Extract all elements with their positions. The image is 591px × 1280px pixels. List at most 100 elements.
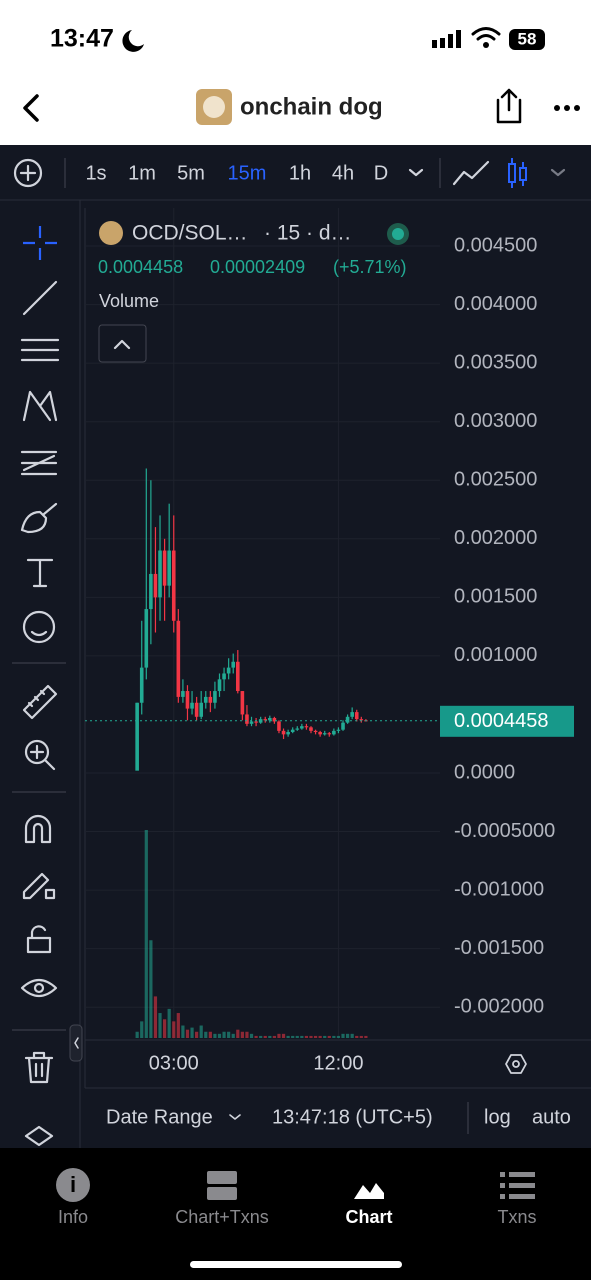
home-indicator: [190, 1261, 402, 1268]
candle-body: [190, 702, 194, 709]
interval-menu[interactable]: [408, 168, 424, 177]
chart-settings[interactable]: [505, 1054, 527, 1074]
volume-bar: [172, 1021, 176, 1038]
volume-bar: [272, 1035, 276, 1038]
zoom-tool[interactable]: [24, 739, 50, 765]
candle-body: [245, 714, 249, 724]
line-chart-button[interactable]: [452, 160, 490, 186]
y-tick-label: -0.0005000: [454, 820, 555, 842]
volume-bar: [208, 1031, 212, 1038]
interval-option[interactable]: 1s: [85, 162, 106, 184]
volume-bar: [254, 1035, 258, 1038]
interval-option[interactable]: 15m: [228, 162, 267, 184]
emoji-tool[interactable]: [22, 610, 56, 644]
brush-tool[interactable]: [20, 502, 58, 534]
tab-label[interactable]: Txns: [497, 1207, 536, 1227]
y-tick-label: -0.001000: [454, 878, 544, 900]
candle-body: [181, 691, 185, 697]
tab-label[interactable]: Chart+Txns: [175, 1207, 269, 1227]
candle-body: [359, 719, 364, 721]
candle-body: [286, 732, 290, 735]
collapse-legend-arrow: [113, 339, 131, 350]
back-button[interactable]: [23, 94, 39, 122]
collapse-arrow: [74, 1037, 79, 1049]
settings-center: [512, 1060, 520, 1068]
candle-body: [226, 667, 231, 674]
log-toggle[interactable]: log: [484, 1106, 511, 1128]
visibility-tool[interactable]: [20, 978, 58, 998]
interval-option[interactable]: D: [374, 162, 388, 184]
auto-toggle[interactable]: auto: [532, 1106, 571, 1128]
y-tick-label: 0.004000: [454, 293, 537, 315]
volume-bar: [323, 1035, 327, 1038]
candle-body: [240, 691, 245, 715]
emoji-smile: [30, 630, 48, 637]
date-range-arrow: [229, 1114, 241, 1120]
candle-body: [235, 661, 240, 692]
volume-bar: [277, 1033, 281, 1038]
volume-bar: [213, 1033, 217, 1038]
chart-type-menu[interactable]: [550, 168, 566, 177]
candle-body: [304, 726, 309, 728]
fib-tool[interactable]: [20, 338, 60, 362]
interval-option[interactable]: 1h: [289, 162, 311, 184]
wifi-icon: [471, 27, 501, 41]
candle-body: [162, 550, 167, 586]
date-range[interactable]: Date Range: [106, 1106, 213, 1128]
volume-bar: [304, 1035, 309, 1038]
candle-body: [149, 573, 153, 610]
candle-body: [295, 728, 300, 730]
volume-bar: [240, 1031, 244, 1038]
pattern-tool[interactable]: [22, 390, 58, 422]
candle-body: [249, 721, 254, 724]
interval-option[interactable]: 1m: [128, 162, 156, 184]
volume-bar: [140, 1021, 144, 1038]
add-indicator[interactable]: [13, 158, 43, 188]
volume-bar: [286, 1035, 290, 1038]
interval-option[interactable]: 5m: [177, 162, 205, 184]
magnet-tool[interactable]: [24, 814, 52, 844]
projection-tool[interactable]: [20, 450, 58, 476]
volume-bar: [249, 1033, 254, 1038]
candle-chart-button[interactable]: [508, 158, 527, 188]
last-price-label: 0.0004458: [454, 710, 549, 732]
tab-label[interactable]: Info: [58, 1207, 88, 1227]
status-dot: [392, 228, 404, 240]
volume-bar: [355, 1035, 359, 1038]
more-button[interactable]: [554, 105, 580, 111]
moon-icon: [122, 30, 144, 52]
symbol-avatar: [99, 221, 123, 245]
collapse-legend[interactable]: [98, 324, 147, 363]
last-price-tag: [440, 705, 574, 737]
crosshair-tool[interactable]: [23, 226, 57, 260]
volume-bar: [332, 1035, 336, 1038]
volume-bar: [135, 1031, 139, 1038]
legend-change: 0.00002409: [210, 257, 305, 277]
unlock-tool[interactable]: [26, 925, 52, 954]
lock-drawing-tool[interactable]: [22, 872, 56, 900]
volume-bar: [181, 1025, 185, 1038]
tab-label[interactable]: Chart: [345, 1207, 392, 1227]
share-button[interactable]: [496, 88, 522, 124]
volume-bar: [231, 1033, 235, 1038]
candle-body: [354, 712, 359, 720]
symbol: OCD/SOL…: [132, 222, 248, 245]
volume-bar: [222, 1031, 226, 1038]
plot: [85, 208, 440, 1040]
candle-body: [153, 573, 158, 598]
text-tool[interactable]: [26, 558, 54, 588]
interval-option[interactable]: 4h: [332, 162, 354, 184]
candle-body: [277, 721, 281, 731]
trend-line-tool[interactable]: [22, 280, 58, 316]
candle-body: [313, 730, 318, 733]
y-tick-label: 0.0000: [454, 761, 515, 783]
tab-bar-bg: [0, 1148, 591, 1280]
delete-tool[interactable]: [24, 1051, 54, 1084]
layers-tool[interactable]: [24, 1125, 54, 1147]
collapse-handle[interactable]: [69, 1024, 83, 1062]
candle-body: [199, 702, 203, 717]
ruler-tool[interactable]: [22, 684, 58, 720]
volume-bar: [300, 1035, 304, 1038]
